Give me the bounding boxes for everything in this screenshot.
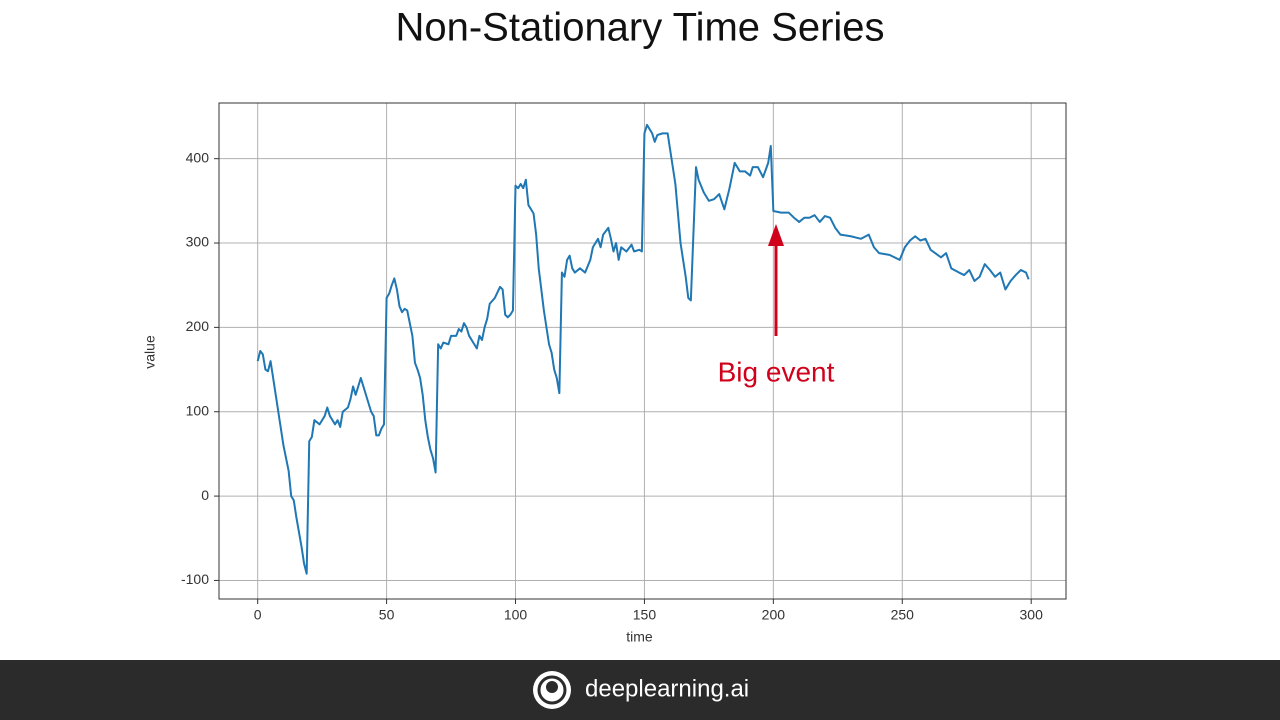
logo-dot xyxy=(546,681,558,693)
x-axis-label: time xyxy=(626,629,653,645)
footer-brand: deeplearning.ai xyxy=(585,675,749,702)
y-tick-label: 200 xyxy=(186,318,210,334)
x-tick-label: 0 xyxy=(254,607,262,623)
footer-bar xyxy=(0,660,1280,720)
y-tick-label: 100 xyxy=(186,402,210,418)
x-tick-label: 150 xyxy=(633,607,657,623)
slide-background xyxy=(0,0,1280,660)
plot-frame xyxy=(218,102,1067,600)
annotation-arrow-head xyxy=(768,224,784,246)
x-tick-label: 200 xyxy=(762,607,786,623)
y-tick-label: 400 xyxy=(186,149,210,165)
slide-title: Non-Stationary Time Series xyxy=(395,6,884,50)
x-tick-label: 250 xyxy=(891,607,915,623)
y-axis-label: value xyxy=(142,335,158,369)
x-tick-label: 50 xyxy=(379,607,395,623)
y-tick-label: 300 xyxy=(186,234,210,250)
data-line xyxy=(256,123,1030,575)
x-tick-label: 300 xyxy=(1020,607,1044,623)
x-tick-label: 100 xyxy=(504,607,528,623)
plot: 0 50 100 150 200 250 300 -100 0 100 200 300 400 time v… xyxy=(142,102,1067,645)
y-tick-label: 0 xyxy=(201,487,209,503)
y-tick-label: -100 xyxy=(181,571,209,587)
logo-ring xyxy=(537,675,567,705)
annotation: Big event xyxy=(718,356,835,387)
